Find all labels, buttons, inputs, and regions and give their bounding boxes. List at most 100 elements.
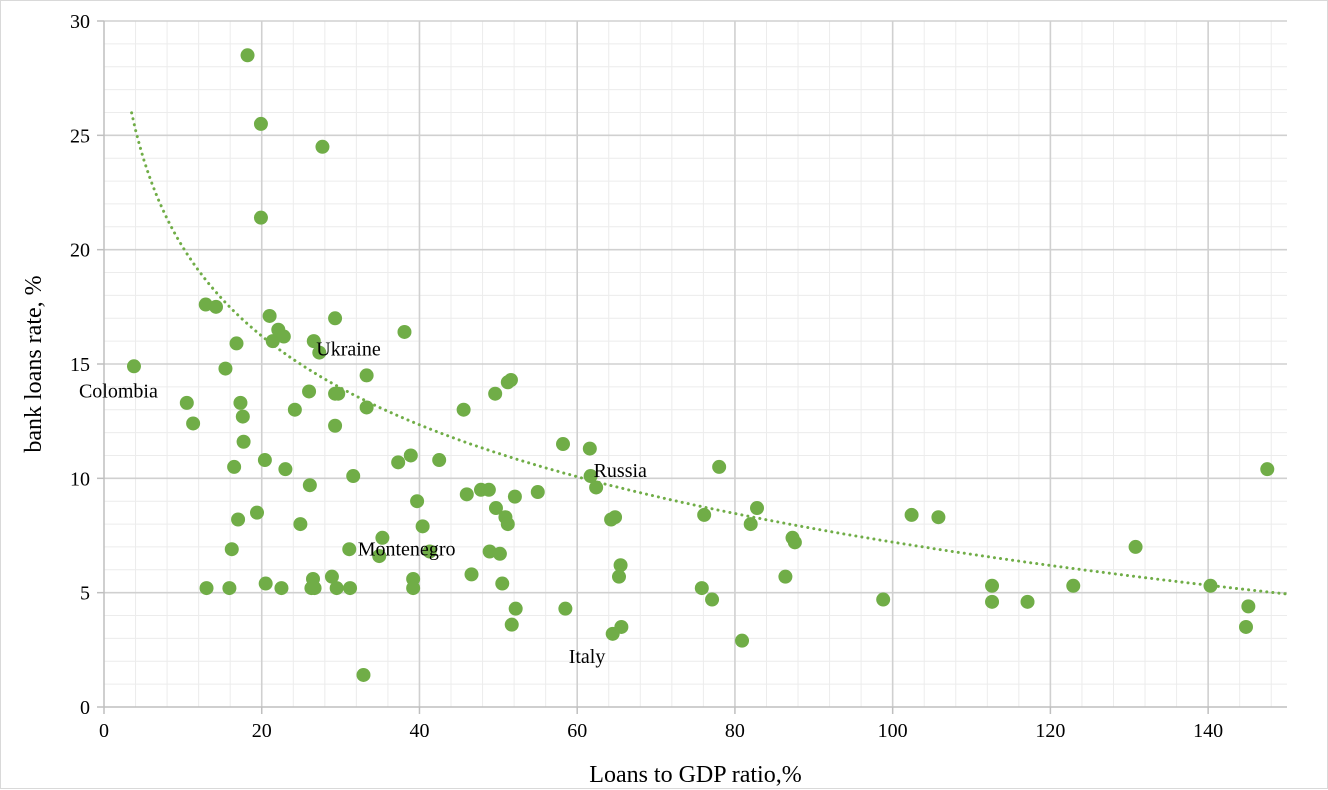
data-point	[488, 386, 503, 401]
data-point	[1241, 599, 1256, 614]
data-point	[432, 453, 447, 468]
data-point	[346, 469, 361, 484]
data-point	[224, 542, 239, 557]
data-point	[488, 501, 503, 516]
data-point	[876, 592, 891, 607]
data-point	[253, 116, 268, 131]
data-point	[456, 402, 471, 417]
x-tick-label: 140	[1193, 720, 1223, 742]
data-points	[126, 48, 1275, 682]
data-point	[904, 507, 919, 522]
x-tick-label: 60	[567, 720, 587, 742]
data-point	[931, 510, 946, 525]
data-point	[1238, 619, 1253, 634]
annotation-label: Ukraine	[316, 339, 381, 361]
data-point	[582, 441, 597, 456]
annotation-label: Italy	[569, 646, 606, 668]
data-point	[257, 453, 272, 468]
point-annotations: Colombia Ukraine Russia Montenegro Italy	[79, 339, 647, 668]
data-point	[240, 48, 255, 63]
data-point	[199, 581, 214, 596]
y-tick-label: 25	[70, 125, 90, 147]
data-point	[694, 581, 709, 596]
y-tick-label: 15	[70, 354, 90, 376]
data-point	[459, 487, 474, 502]
y-axis-title: bank loans rate, %	[21, 275, 47, 452]
data-point	[227, 459, 242, 474]
data-point	[558, 601, 573, 616]
x-tick-labels: 0 20 40 60 80 100 120 140	[99, 720, 1223, 742]
x-tick-label: 80	[725, 720, 745, 742]
annotation-label: Montenegro	[358, 539, 456, 561]
data-point	[258, 576, 273, 591]
data-point	[1203, 578, 1218, 593]
data-point	[492, 546, 507, 561]
data-point	[613, 558, 628, 573]
data-point	[218, 361, 233, 376]
data-point	[1020, 594, 1035, 609]
data-point	[315, 139, 330, 154]
x-tick-label: 100	[878, 720, 908, 742]
y-tick-labels: 0 5 10 15 20 25 30	[70, 11, 90, 719]
data-point	[403, 448, 418, 463]
data-point	[495, 576, 510, 591]
major-gridlines	[104, 20, 1287, 707]
data-point	[278, 462, 293, 477]
y-tick-label: 10	[70, 468, 90, 490]
data-point	[208, 299, 223, 314]
data-point	[507, 489, 522, 504]
data-point	[328, 418, 343, 433]
data-point	[481, 482, 496, 497]
data-point	[312, 345, 327, 360]
data-point	[343, 581, 358, 596]
data-point	[508, 601, 523, 616]
data-point	[302, 478, 317, 493]
data-point	[614, 619, 629, 634]
data-point	[372, 549, 387, 564]
x-axis-title: Loans to GDP ratio,%	[589, 762, 801, 788]
data-point	[331, 386, 346, 401]
data-point	[743, 517, 758, 532]
data-point	[1260, 462, 1275, 477]
data-point	[778, 569, 793, 584]
data-point	[253, 210, 268, 225]
data-point	[235, 409, 250, 424]
data-point	[329, 581, 344, 596]
data-point	[611, 569, 626, 584]
data-point	[583, 469, 598, 484]
data-point	[302, 384, 317, 399]
data-point	[250, 505, 265, 520]
data-point	[186, 416, 201, 431]
annotation-label: Russia	[594, 460, 647, 482]
data-point	[229, 336, 244, 351]
data-point	[503, 373, 518, 388]
data-point	[397, 324, 412, 339]
y-tick-label: 20	[70, 240, 90, 262]
data-point	[500, 517, 515, 532]
data-point	[231, 512, 246, 527]
data-point	[375, 530, 390, 545]
data-point	[359, 368, 374, 383]
axes	[97, 20, 1287, 714]
data-point	[233, 395, 248, 410]
data-point	[1128, 539, 1143, 554]
data-point	[422, 544, 437, 559]
data-point	[985, 594, 1000, 609]
y-tick-label: 0	[80, 697, 90, 719]
data-point	[530, 485, 545, 500]
data-point	[556, 437, 571, 452]
data-point	[265, 334, 280, 349]
data-point	[697, 507, 712, 522]
data-point	[359, 400, 374, 415]
x-tick-label: 0	[99, 720, 109, 742]
data-point	[415, 519, 430, 534]
annotation-label: Colombia	[79, 380, 158, 402]
data-point	[307, 581, 322, 596]
x-tick-label: 120	[1035, 720, 1065, 742]
data-point	[750, 501, 765, 516]
data-point	[985, 578, 1000, 593]
data-point	[179, 395, 194, 410]
data-point	[735, 633, 750, 648]
